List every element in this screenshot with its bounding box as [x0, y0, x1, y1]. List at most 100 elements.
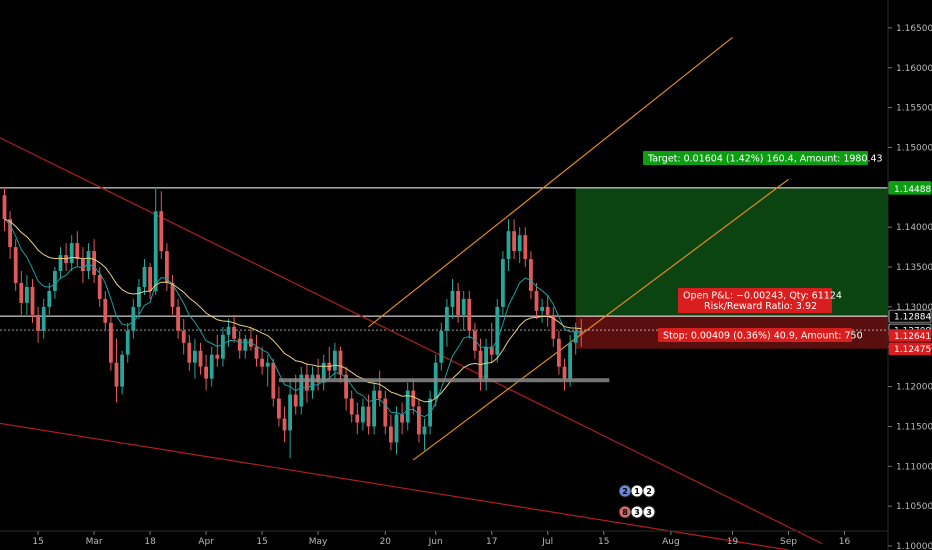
event-badge-count: 2 — [646, 487, 652, 496]
candle-body — [450, 290, 455, 307]
target-label-box — [643, 151, 868, 165]
event-badge-count: 1 — [634, 487, 640, 496]
candle-body — [209, 354, 214, 379]
candle-body — [456, 290, 460, 315]
price-tick-label: 1.13500 — [896, 263, 932, 273]
target-label: Target: 0.01604 (1.42%) 160.4, Amount: 1… — [647, 154, 883, 165]
candle-body — [47, 290, 52, 307]
time-tick-label: 20 — [380, 537, 392, 547]
candle-body — [148, 267, 152, 291]
price-axis-background — [888, 0, 932, 550]
stop-label: Stop: 0.00409 (0.36%) 40.9, Amount: 750 — [663, 331, 863, 342]
time-tick-label: Sep — [780, 537, 797, 547]
price-tick-label: 1.11500 — [896, 422, 932, 432]
candle-body — [445, 306, 449, 331]
candle-body — [153, 211, 158, 291]
candle-body — [389, 426, 393, 443]
time-tick-label: Mar — [86, 537, 103, 547]
candle-body — [215, 354, 220, 359]
candle-body — [495, 306, 500, 355]
candle-body — [193, 350, 197, 363]
candle-body — [176, 306, 180, 331]
candle-body — [383, 398, 388, 427]
candle-body — [114, 362, 119, 387]
candle-body — [181, 330, 186, 343]
time-tick-label: 16 — [839, 537, 851, 547]
price-tag-label: 1.12475 — [894, 345, 931, 355]
time-tick-label: 19 — [727, 537, 739, 547]
time-tick-label: 17 — [486, 537, 497, 547]
event-badge-count: 2 — [622, 487, 628, 496]
candle-body — [310, 374, 315, 391]
pnl-label: Open P&L: −0.00243, Qty: 61124 — [683, 291, 842, 302]
candle-body — [159, 211, 164, 252]
candle-body — [221, 334, 225, 359]
candle-body — [473, 330, 477, 351]
time-tick-label: May — [309, 537, 328, 547]
candle-body — [562, 366, 567, 379]
support-band — [278, 378, 610, 383]
time-tick-label: Jun — [428, 537, 443, 547]
pnl-label-box — [678, 288, 832, 313]
time-tick-label: 18 — [144, 537, 156, 547]
candle-body — [299, 374, 304, 407]
candle-body — [366, 406, 371, 427]
candle-body — [81, 259, 85, 272]
candle-body — [254, 346, 259, 359]
candle-body — [534, 290, 539, 311]
price-tick-label: 1.10500 — [896, 502, 932, 512]
candle-body — [204, 366, 208, 379]
trend-lines — [0, 36, 823, 550]
candle-body — [293, 394, 298, 407]
event-badge-count: 3 — [646, 508, 652, 517]
time-tick-label: 15 — [256, 537, 267, 547]
candle-body — [226, 326, 231, 335]
candle-body — [69, 243, 74, 264]
event-badges[interactable]: 2 1 28 3 3 — [618, 484, 656, 519]
candle-body — [321, 362, 326, 383]
price-tick-label: 1.12000 — [896, 383, 932, 393]
candle-body — [288, 394, 292, 431]
candle-body — [484, 346, 488, 379]
candle-body — [512, 231, 516, 252]
position-labels: Target: 0.01604 (1.42%) 160.4, Amount: 1… — [643, 151, 883, 342]
candle-body — [265, 362, 270, 367]
candle-body — [400, 414, 404, 423]
candle-body — [372, 390, 376, 427]
time-axis[interactable]: 15 Mar 18 Apr 15 May 20 Jun 17 Jul 15 Aug 19 Sep 16 — [0, 530, 888, 547]
price-tick-label: 1.13000 — [896, 303, 932, 313]
rr-label: Risk/Reward Ratio: 3.92 — [704, 301, 817, 312]
event-badge-count: 3 — [634, 508, 640, 517]
candle-body — [13, 247, 18, 283]
candle-body — [109, 322, 113, 363]
candle-body — [501, 259, 505, 307]
candle-body — [232, 326, 236, 339]
candle-body — [439, 330, 444, 363]
time-tick-label: 15 — [32, 537, 43, 547]
candle-body — [97, 275, 102, 299]
candle-body — [19, 282, 24, 303]
price-tick-label: 1.15500 — [896, 104, 932, 114]
candle-body — [260, 358, 264, 367]
support-line — [278, 378, 610, 383]
time-tick-label: Jul — [541, 537, 553, 547]
candle-body — [53, 271, 57, 291]
candle-body — [517, 235, 522, 252]
candle-body — [36, 314, 40, 331]
candle-body — [422, 426, 427, 435]
slow-moving-average — [4, 218, 582, 403]
candle-body — [529, 259, 533, 291]
candle-body — [355, 414, 360, 423]
candle-body — [417, 406, 421, 435]
candle-body — [394, 414, 399, 443]
price-tag-label: 1.12641 — [894, 332, 931, 342]
price-axis[interactable]: 1.16500 1.16000 1.15500 1.15000 1.14000 1.135… — [887, 0, 932, 550]
candle-body — [142, 267, 147, 287]
candle-body — [568, 342, 572, 379]
candle-body — [523, 235, 528, 260]
candle-body — [557, 338, 561, 367]
price-tick-label: 1.16500 — [896, 24, 932, 34]
candle-body — [125, 330, 130, 355]
candle-body — [338, 350, 343, 375]
